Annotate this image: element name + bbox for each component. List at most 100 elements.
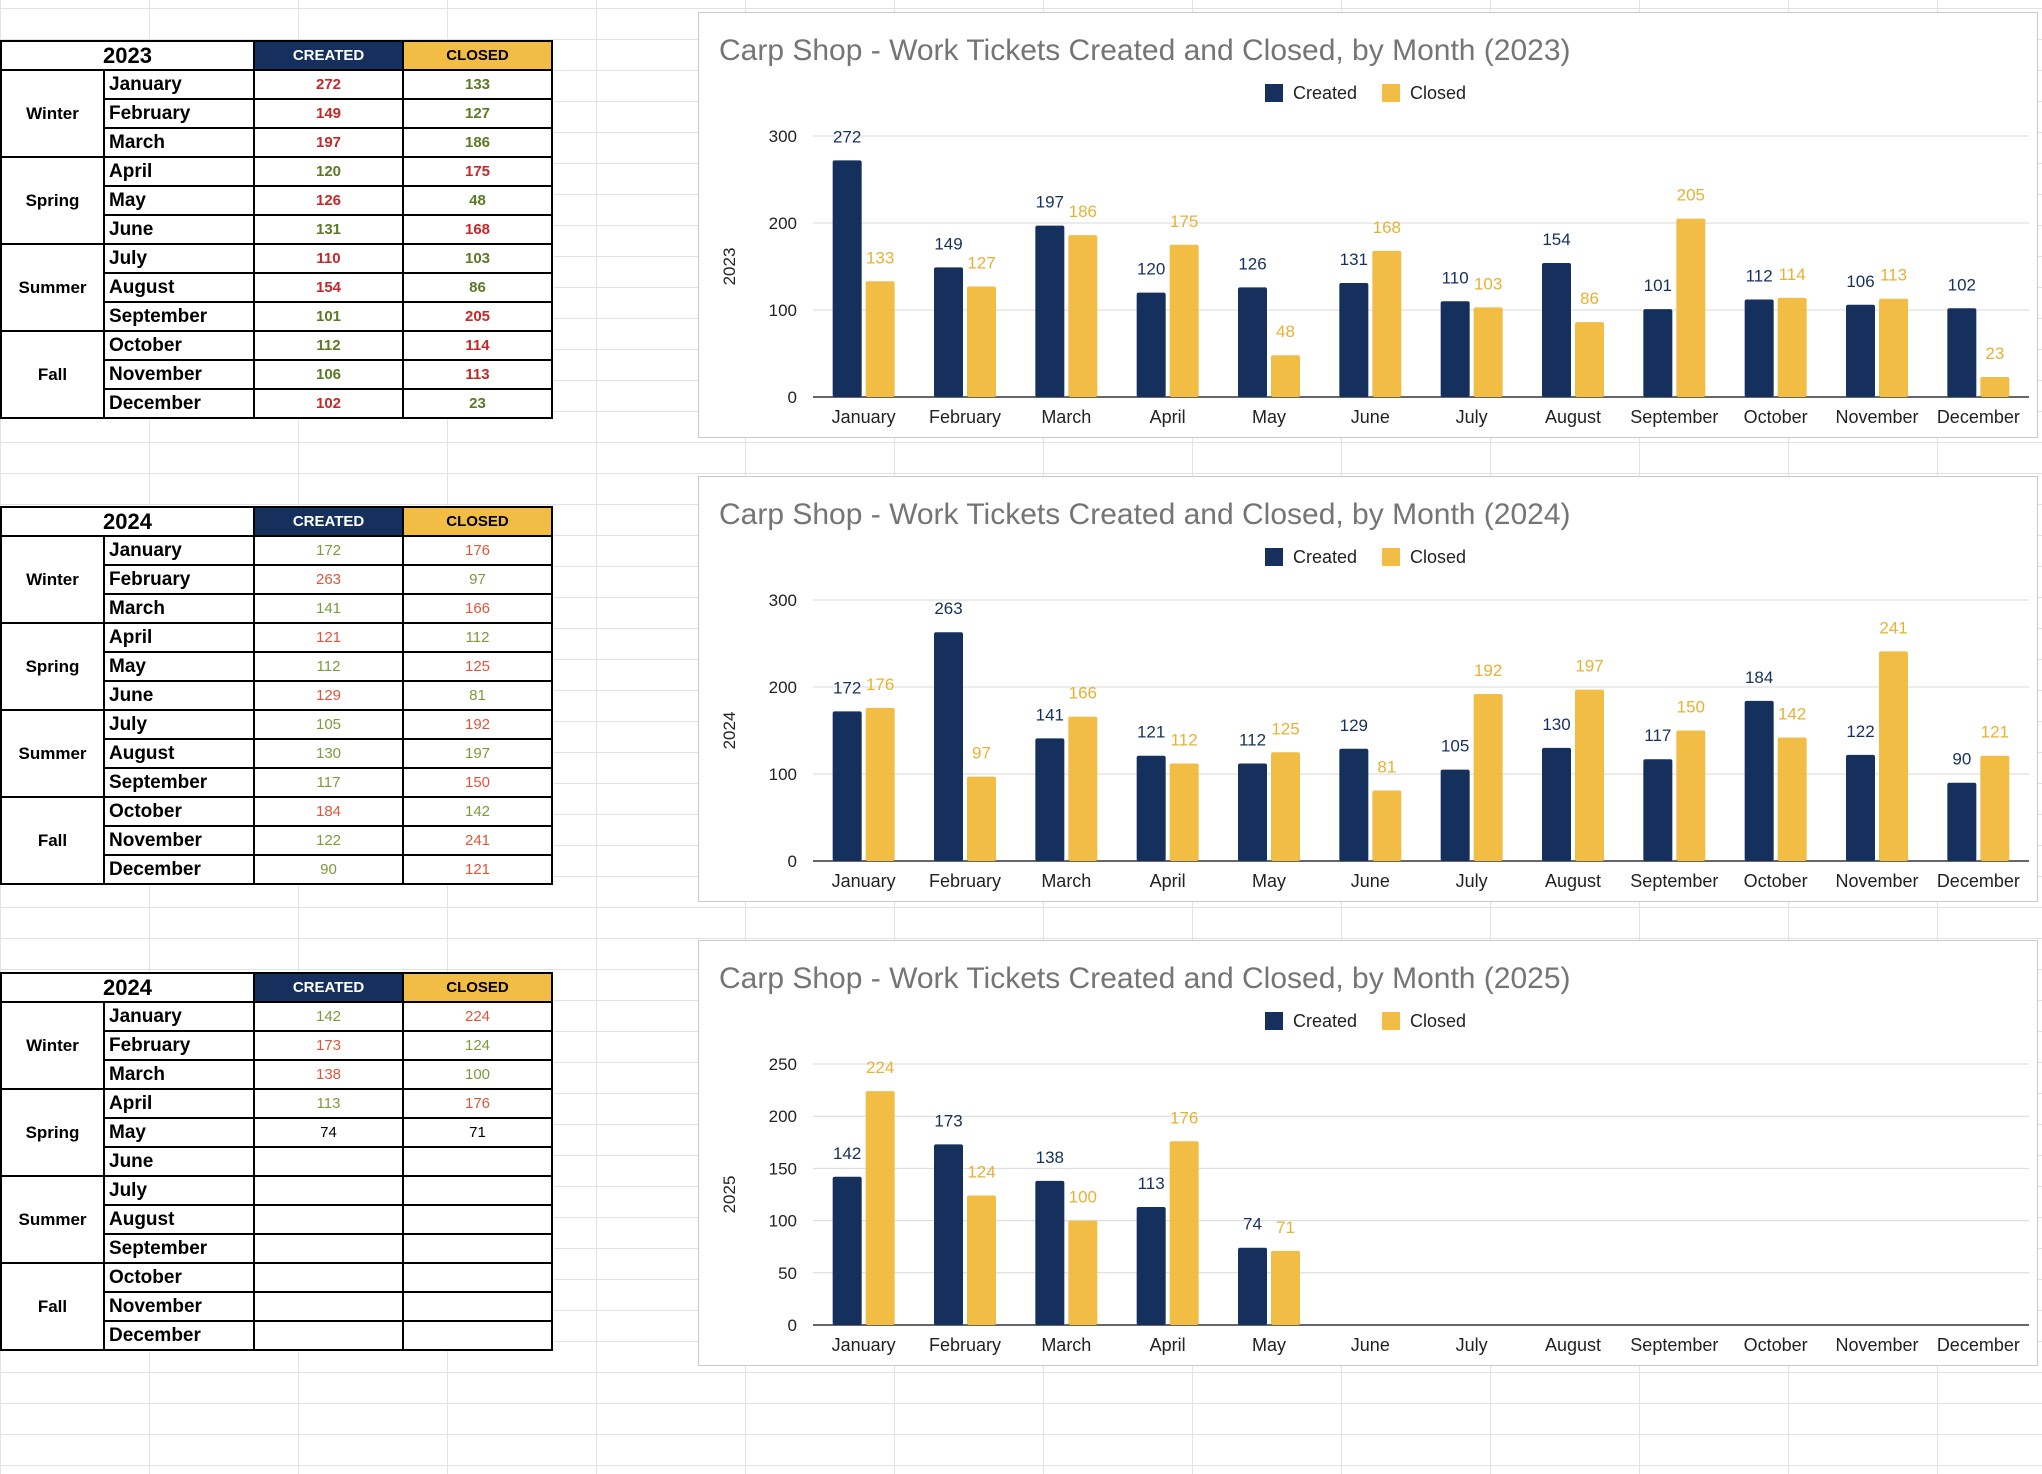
created-value-cell[interactable]: 112 bbox=[253, 330, 405, 361]
closed-value-cell[interactable] bbox=[402, 1204, 554, 1235]
closed-value-cell[interactable] bbox=[402, 1320, 554, 1351]
closed-value-cell[interactable]: 150 bbox=[402, 767, 554, 798]
closed-value-cell[interactable]: 125 bbox=[402, 651, 554, 682]
created-value-cell[interactable] bbox=[253, 1204, 405, 1235]
created-value-cell[interactable] bbox=[253, 1175, 405, 1206]
created-value-cell[interactable]: 112 bbox=[253, 651, 405, 682]
month-cell[interactable]: August bbox=[102, 272, 256, 303]
month-cell[interactable]: April bbox=[102, 156, 256, 187]
closed-value-cell[interactable]: 166 bbox=[402, 593, 554, 624]
month-cell[interactable]: October bbox=[102, 330, 256, 361]
closed-value-cell[interactable] bbox=[402, 1262, 554, 1293]
closed-value-cell[interactable]: 224 bbox=[402, 1001, 554, 1032]
created-value-cell[interactable]: 142 bbox=[253, 1001, 405, 1032]
closed-value-cell[interactable]: 100 bbox=[402, 1059, 554, 1090]
closed-value-cell[interactable]: 103 bbox=[402, 243, 554, 274]
month-cell[interactable]: November bbox=[102, 1291, 256, 1322]
month-cell[interactable]: June bbox=[102, 680, 256, 711]
created-value-cell[interactable]: 121 bbox=[253, 622, 405, 653]
closed-value-cell[interactable]: 112 bbox=[402, 622, 554, 653]
created-value-cell[interactable]: 110 bbox=[253, 243, 405, 274]
closed-value-cell[interactable]: 142 bbox=[402, 796, 554, 827]
month-cell[interactable]: December bbox=[102, 1320, 256, 1351]
month-cell[interactable]: January bbox=[102, 69, 256, 100]
season-cell[interactable]: Spring bbox=[0, 156, 105, 245]
month-cell[interactable]: January bbox=[102, 1001, 256, 1032]
closed-value-cell[interactable]: 114 bbox=[402, 330, 554, 361]
closed-value-cell[interactable]: 81 bbox=[402, 680, 554, 711]
closed-value-cell[interactable]: 71 bbox=[402, 1117, 554, 1148]
closed-value-cell[interactable]: 113 bbox=[402, 359, 554, 390]
season-cell[interactable]: Spring bbox=[0, 622, 105, 711]
season-cell[interactable]: Fall bbox=[0, 330, 105, 419]
month-cell[interactable]: April bbox=[102, 1088, 256, 1119]
closed-value-cell[interactable]: 168 bbox=[402, 214, 554, 245]
season-cell[interactable]: Fall bbox=[0, 796, 105, 885]
created-value-cell[interactable] bbox=[253, 1262, 405, 1293]
closed-value-cell[interactable]: 97 bbox=[402, 564, 554, 595]
created-value-cell[interactable] bbox=[253, 1233, 405, 1264]
month-cell[interactable]: April bbox=[102, 622, 256, 653]
created-value-cell[interactable] bbox=[253, 1291, 405, 1322]
closed-value-cell[interactable] bbox=[402, 1291, 554, 1322]
season-cell[interactable]: Winter bbox=[0, 69, 105, 158]
closed-value-cell[interactable]: 127 bbox=[402, 98, 554, 129]
closed-value-cell[interactable]: 133 bbox=[402, 69, 554, 100]
month-cell[interactable]: August bbox=[102, 738, 256, 769]
month-cell[interactable]: February bbox=[102, 564, 256, 595]
month-cell[interactable]: July bbox=[102, 243, 256, 274]
month-cell[interactable]: June bbox=[102, 1146, 256, 1177]
created-value-cell[interactable]: 101 bbox=[253, 301, 405, 332]
month-cell[interactable]: March bbox=[102, 1059, 256, 1090]
month-cell[interactable]: September bbox=[102, 1233, 256, 1264]
month-cell[interactable]: October bbox=[102, 796, 256, 827]
season-cell[interactable]: Winter bbox=[0, 1001, 105, 1090]
created-value-cell[interactable]: 172 bbox=[253, 535, 405, 566]
created-value-cell[interactable]: 197 bbox=[253, 127, 405, 158]
month-cell[interactable]: October bbox=[102, 1262, 256, 1293]
season-cell[interactable]: Summer bbox=[0, 709, 105, 798]
closed-value-cell[interactable]: 176 bbox=[402, 1088, 554, 1119]
month-cell[interactable]: September bbox=[102, 767, 256, 798]
created-value-cell[interactable]: 117 bbox=[253, 767, 405, 798]
closed-header[interactable]: CLOSED bbox=[402, 506, 554, 537]
season-cell[interactable]: Spring bbox=[0, 1088, 105, 1177]
created-value-cell[interactable]: 105 bbox=[253, 709, 405, 740]
created-value-cell[interactable]: 131 bbox=[253, 214, 405, 245]
closed-value-cell[interactable]: 205 bbox=[402, 301, 554, 332]
month-cell[interactable]: November bbox=[102, 359, 256, 390]
created-value-cell[interactable]: 74 bbox=[253, 1117, 405, 1148]
created-value-cell[interactable]: 173 bbox=[253, 1030, 405, 1061]
created-value-cell[interactable]: 106 bbox=[253, 359, 405, 390]
month-cell[interactable]: July bbox=[102, 709, 256, 740]
table-year[interactable]: 2024 bbox=[0, 972, 256, 1003]
created-value-cell[interactable]: 154 bbox=[253, 272, 405, 303]
created-value-cell[interactable]: 126 bbox=[253, 185, 405, 216]
month-cell[interactable]: May bbox=[102, 1117, 256, 1148]
table-year[interactable]: 2023 bbox=[0, 40, 256, 71]
month-cell[interactable]: February bbox=[102, 1030, 256, 1061]
month-cell[interactable]: June bbox=[102, 214, 256, 245]
closed-value-cell[interactable]: 186 bbox=[402, 127, 554, 158]
closed-value-cell[interactable]: 241 bbox=[402, 825, 554, 856]
created-value-cell[interactable]: 129 bbox=[253, 680, 405, 711]
month-cell[interactable]: May bbox=[102, 651, 256, 682]
table-year[interactable]: 2024 bbox=[0, 506, 256, 537]
created-value-cell[interactable]: 149 bbox=[253, 98, 405, 129]
created-value-cell[interactable]: 102 bbox=[253, 388, 405, 419]
created-value-cell[interactable] bbox=[253, 1320, 405, 1351]
closed-value-cell[interactable] bbox=[402, 1175, 554, 1206]
season-cell[interactable]: Summer bbox=[0, 1175, 105, 1264]
month-cell[interactable]: December bbox=[102, 854, 256, 885]
created-value-cell[interactable]: 113 bbox=[253, 1088, 405, 1119]
season-cell[interactable]: Winter bbox=[0, 535, 105, 624]
season-cell[interactable]: Fall bbox=[0, 1262, 105, 1351]
month-cell[interactable]: May bbox=[102, 185, 256, 216]
created-value-cell[interactable]: 122 bbox=[253, 825, 405, 856]
month-cell[interactable]: November bbox=[102, 825, 256, 856]
month-cell[interactable]: December bbox=[102, 388, 256, 419]
created-header[interactable]: CREATED bbox=[253, 972, 405, 1003]
closed-value-cell[interactable]: 48 bbox=[402, 185, 554, 216]
closed-value-cell[interactable]: 176 bbox=[402, 535, 554, 566]
created-value-cell[interactable]: 138 bbox=[253, 1059, 405, 1090]
